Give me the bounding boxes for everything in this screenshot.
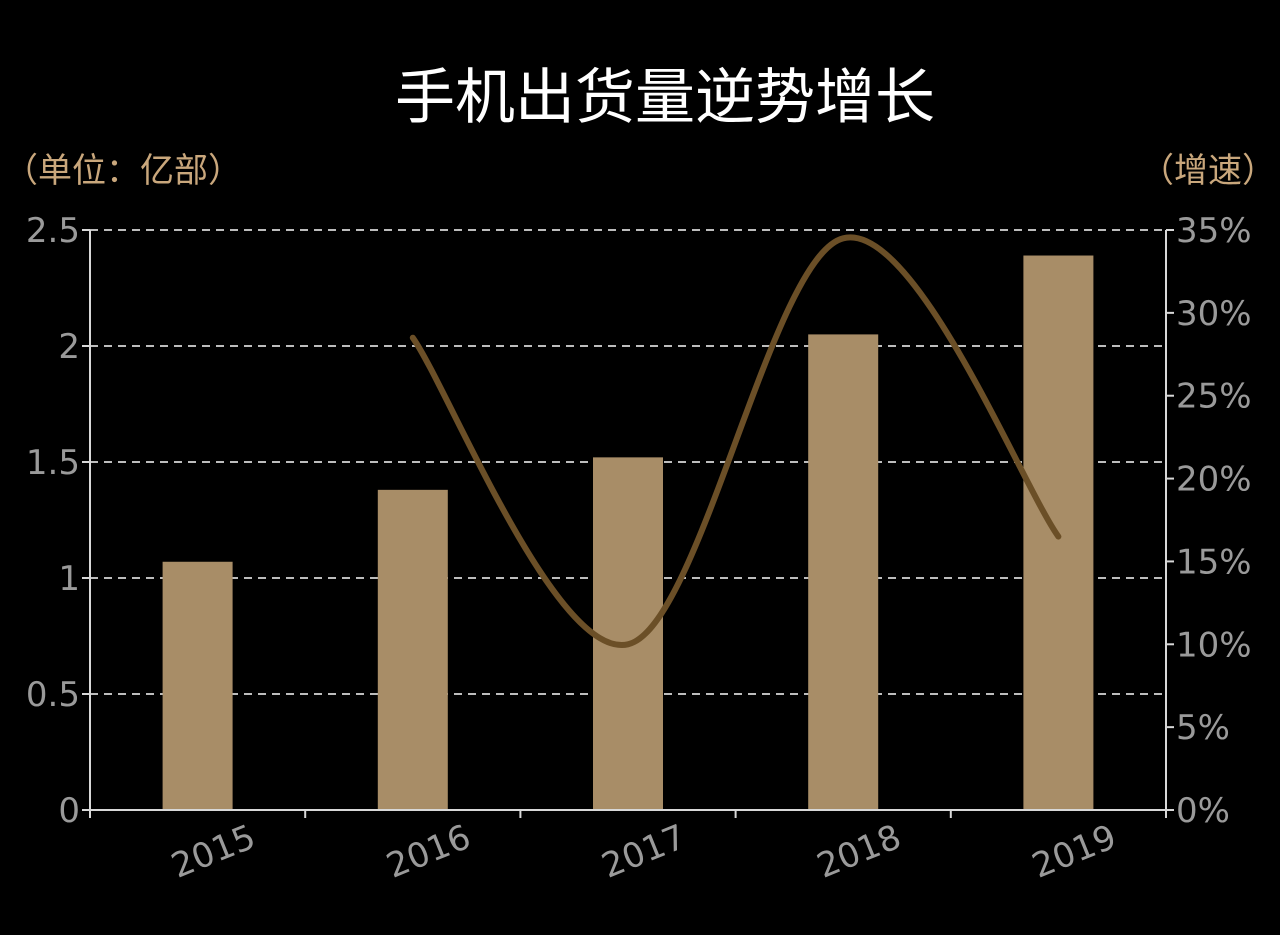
right-tick-label: 5% [1176, 708, 1230, 748]
chart-title: 手机出货量逆势增长 [395, 63, 935, 133]
bar-2015 [162, 561, 233, 810]
growth-line-series [409, 234, 1062, 648]
x-tick-label: 2018 [811, 817, 906, 887]
x-tick-label: 2016 [381, 817, 476, 887]
left-tick-label: 0 [58, 791, 80, 831]
axes [82, 229, 1174, 818]
x-tick-label: 2015 [166, 817, 261, 887]
left-tick-label: 2 [58, 327, 80, 367]
left-axis-unit: （单位：亿部） [4, 151, 242, 191]
x-tick-label: 2019 [1027, 817, 1122, 887]
growth-line [409, 234, 1062, 648]
left-tick-label: 0.5 [26, 675, 80, 715]
bar-series [162, 255, 1094, 810]
x-tick-label: 2017 [596, 817, 691, 887]
bar-2016 [377, 489, 448, 810]
left-tick-label: 1.5 [26, 443, 80, 483]
right-tick-label: 20% [1176, 460, 1252, 500]
right-tick-label: 30% [1176, 294, 1252, 334]
right-tick-label: 0% [1176, 791, 1230, 831]
right-tick-label: 35% [1176, 211, 1252, 251]
left-tick-label: 2.5 [26, 211, 80, 251]
bar-2017 [593, 457, 663, 810]
bar-2018 [808, 334, 879, 810]
left-tick-label: 1 [58, 559, 80, 599]
right-axis-unit: （增速） [1140, 151, 1276, 191]
right-tick-label: 25% [1176, 377, 1252, 417]
right-tick-label: 15% [1176, 542, 1252, 582]
right-tick-label: 10% [1176, 625, 1252, 665]
